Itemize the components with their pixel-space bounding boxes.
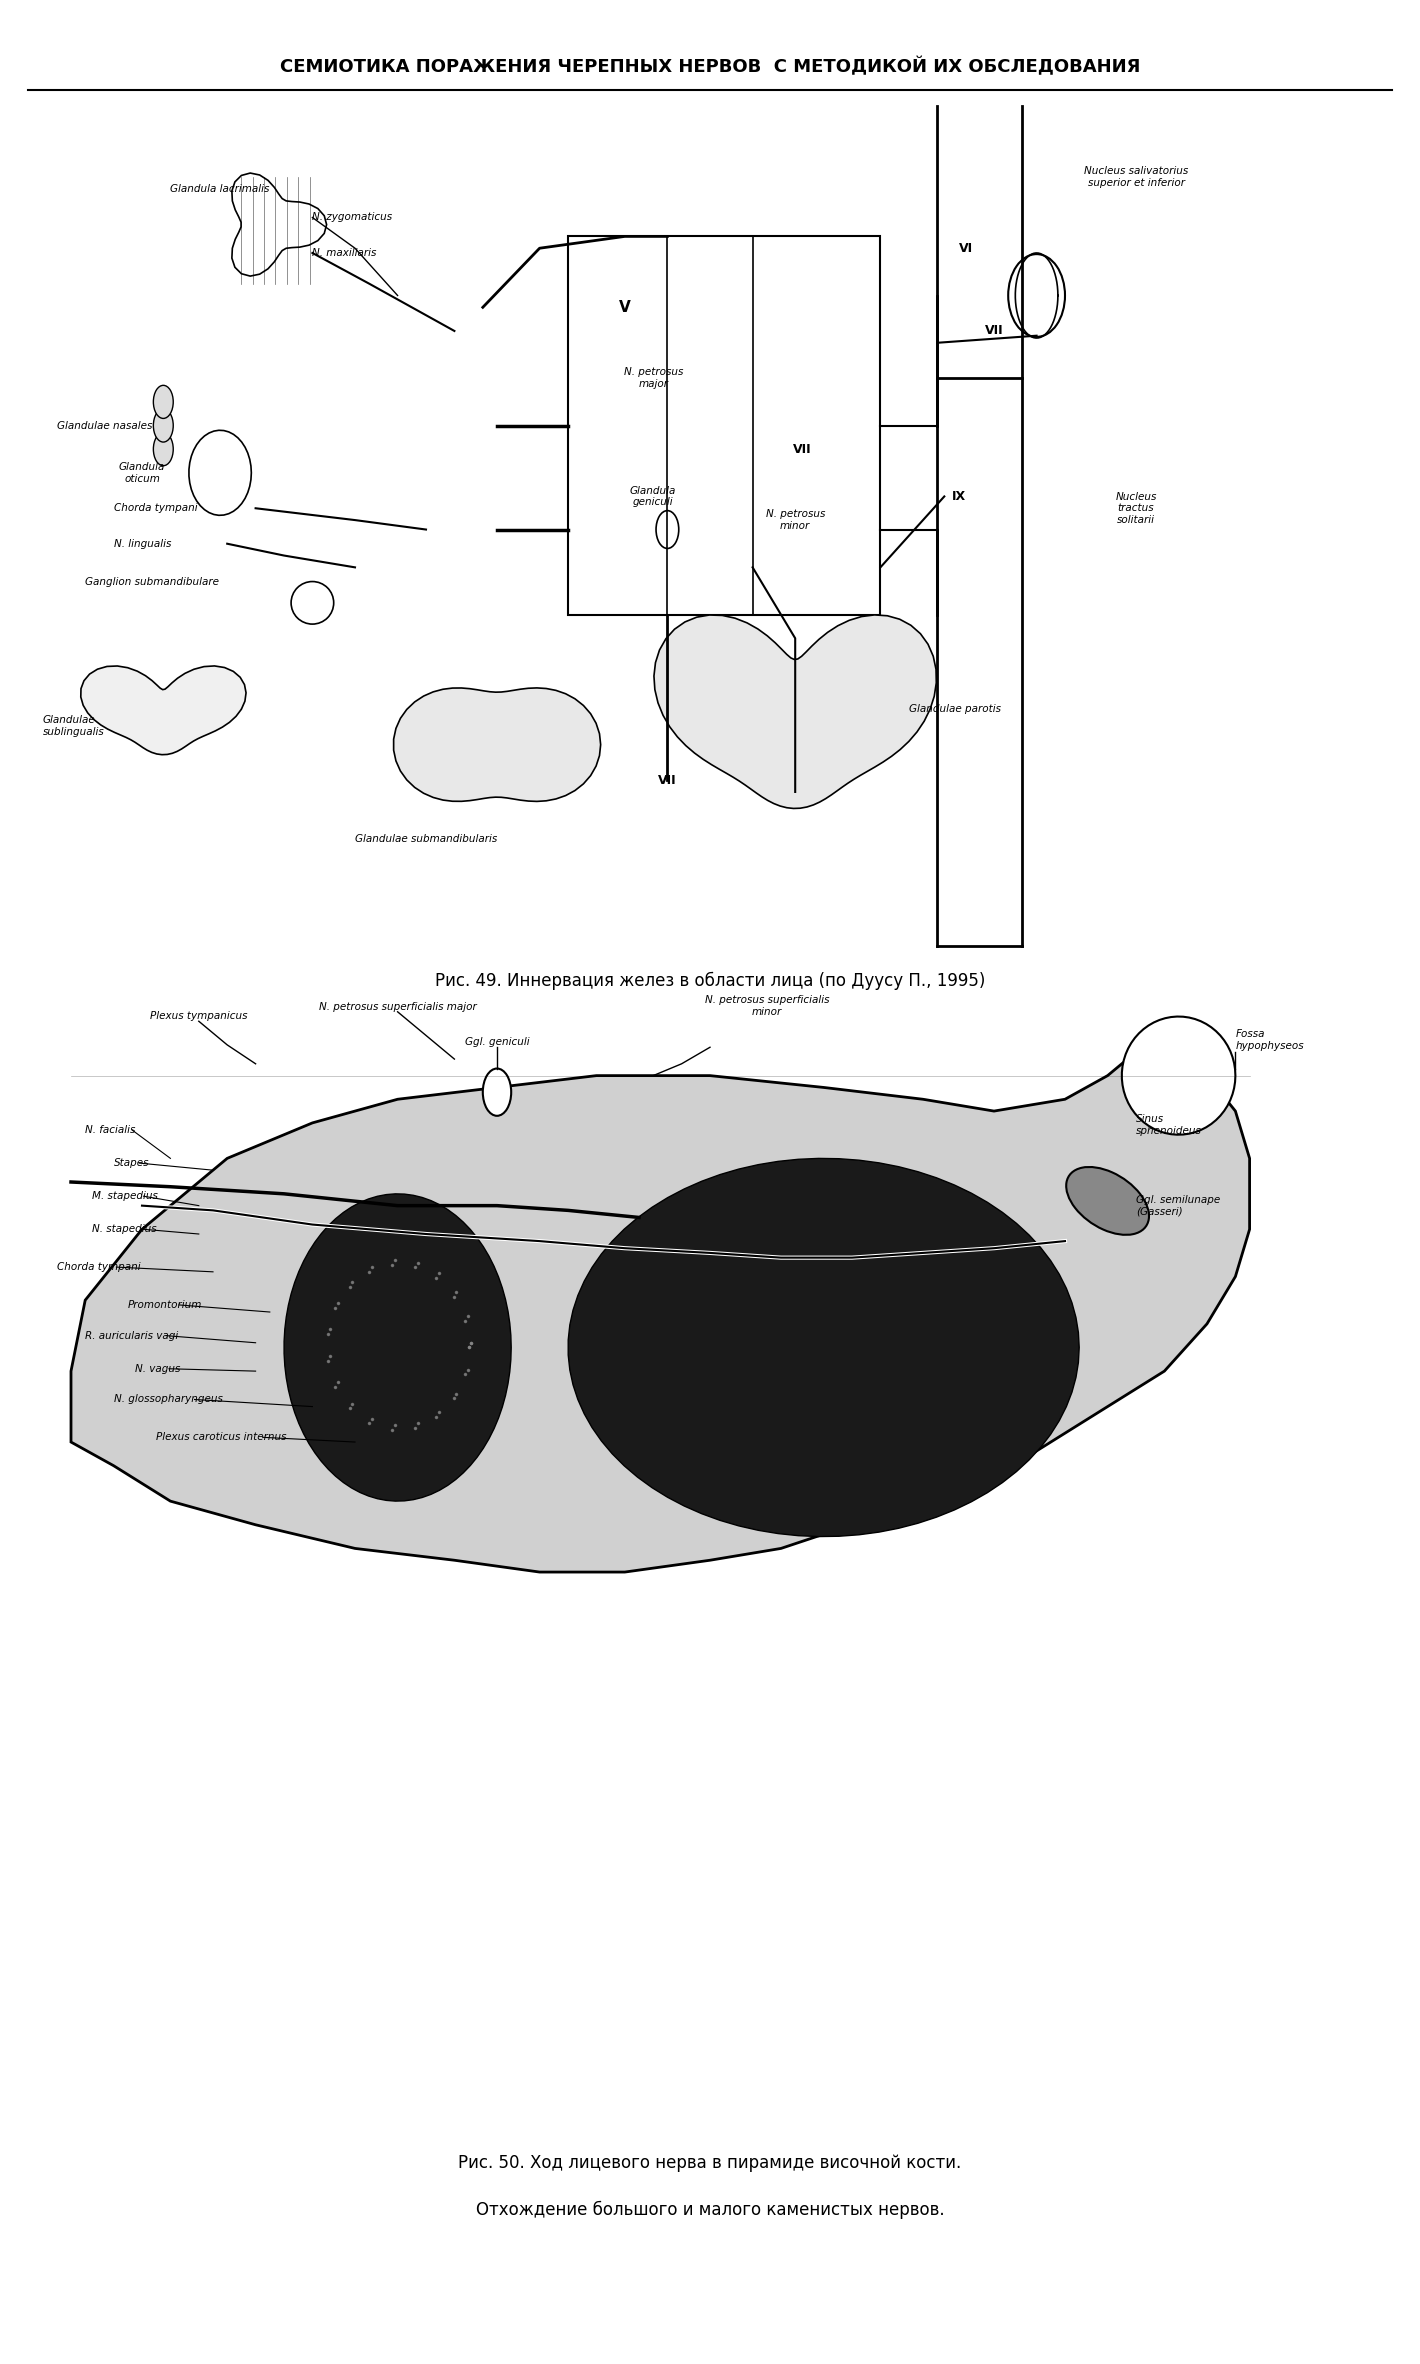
Text: Chorda tympani: Chorda tympani bbox=[114, 504, 197, 513]
Text: Ggl. semilunaре
(Gasseri): Ggl. semilunaре (Gasseri) bbox=[1136, 1194, 1220, 1217]
Circle shape bbox=[153, 385, 173, 418]
Text: N. zygomaticus: N. zygomaticus bbox=[312, 213, 392, 222]
Ellipse shape bbox=[1066, 1168, 1149, 1234]
Text: Stapes: Stapes bbox=[114, 1158, 149, 1168]
Text: N. lingualis: N. lingualis bbox=[114, 539, 170, 548]
Text: N. glossopharyngeus: N. glossopharyngeus bbox=[114, 1395, 223, 1404]
Text: VII: VII bbox=[657, 773, 677, 787]
Text: СЕМИОТИКА ПОРАЖЕНИЯ ЧЕРЕПНЫХ НЕРВОВ  С МЕТОДИКОЙ ИХ ОБСЛЕДОВАНИЯ: СЕМИОТИКА ПОРАЖЕНИЯ ЧЕРЕПНЫХ НЕРВОВ С МЕ… bbox=[280, 57, 1140, 76]
Text: Promontorium: Promontorium bbox=[128, 1300, 202, 1310]
Text: Sinus
sphenoideus: Sinus sphenoideus bbox=[1136, 1113, 1201, 1137]
Circle shape bbox=[153, 409, 173, 442]
Polygon shape bbox=[284, 1194, 511, 1501]
Text: VII: VII bbox=[792, 442, 812, 456]
Ellipse shape bbox=[291, 582, 334, 624]
Text: Glandulae parotis: Glandulae parotis bbox=[909, 704, 1001, 714]
Text: N. facialis: N. facialis bbox=[85, 1125, 135, 1135]
Text: N. petrosus
minor: N. petrosus minor bbox=[765, 508, 825, 532]
Text: Рис. 49. Иннервация желез в области лица (по Дуусу П., 1995): Рис. 49. Иннервация желез в области лица… bbox=[435, 972, 985, 991]
Polygon shape bbox=[71, 1052, 1250, 1572]
Text: Рис. 50. Ход лицевого нерва в пирамиде височной кости.: Рис. 50. Ход лицевого нерва в пирамиде в… bbox=[459, 2154, 961, 2173]
Text: N. petrosus superficialis
minor: N. petrosus superficialis minor bbox=[704, 995, 829, 1017]
Polygon shape bbox=[568, 1158, 1079, 1537]
Text: Plexus caroticus internus: Plexus caroticus internus bbox=[156, 1433, 287, 1442]
Polygon shape bbox=[231, 173, 327, 277]
Text: Glandulae nasales: Glandulae nasales bbox=[57, 421, 152, 430]
Text: Nucleus
tractus
solitarii: Nucleus tractus solitarii bbox=[1115, 492, 1157, 525]
Text: VI: VI bbox=[959, 241, 973, 255]
Text: IX: IX bbox=[951, 489, 966, 504]
Text: N. petrosus superficialis major: N. petrosus superficialis major bbox=[318, 1002, 477, 1012]
Text: Glandulae submandibularis: Glandulae submandibularis bbox=[355, 834, 497, 844]
Text: Glandulae
sublingualis: Glandulae sublingualis bbox=[43, 714, 104, 738]
Text: Отхождение большого и малого каменистых нервов.: Отхождение большого и малого каменистых … bbox=[476, 2201, 944, 2220]
Circle shape bbox=[656, 511, 679, 548]
Text: Glandula lacrimalis: Glandula lacrimalis bbox=[170, 184, 270, 194]
Text: Glandula
geniculi: Glandula geniculi bbox=[630, 485, 676, 508]
Bar bbox=[568, 236, 880, 615]
Text: Plexus tympanicus: Plexus tympanicus bbox=[151, 1012, 247, 1021]
Text: N. maxillaris: N. maxillaris bbox=[312, 248, 376, 258]
Polygon shape bbox=[1122, 1017, 1235, 1135]
Text: Nucleus salivatorius
superior et inferior: Nucleus salivatorius superior et inferio… bbox=[1083, 165, 1189, 189]
Text: Glandula
oticum: Glandula oticum bbox=[119, 461, 165, 485]
Text: Fossa
hypophyseos: Fossa hypophyseos bbox=[1235, 1028, 1304, 1052]
Text: V: V bbox=[619, 300, 630, 314]
Text: Ganglion submandibulare: Ganglion submandibulare bbox=[85, 577, 219, 586]
Text: N. petrosus
major: N. petrosus major bbox=[623, 366, 683, 390]
Polygon shape bbox=[655, 615, 936, 808]
Polygon shape bbox=[81, 667, 246, 754]
Text: Ggl. geniculi: Ggl. geniculi bbox=[464, 1038, 530, 1047]
Text: M. stapedius: M. stapedius bbox=[92, 1191, 158, 1201]
Text: N. vagus: N. vagus bbox=[135, 1364, 180, 1373]
Circle shape bbox=[153, 433, 173, 466]
Circle shape bbox=[483, 1069, 511, 1116]
Text: R. auricularis vagi: R. auricularis vagi bbox=[85, 1331, 179, 1340]
Text: Chorda tympani: Chorda tympani bbox=[57, 1262, 141, 1272]
Text: N. stapedius: N. stapedius bbox=[92, 1225, 158, 1234]
Polygon shape bbox=[393, 688, 601, 801]
Text: VII: VII bbox=[984, 324, 1004, 338]
Polygon shape bbox=[189, 430, 251, 515]
